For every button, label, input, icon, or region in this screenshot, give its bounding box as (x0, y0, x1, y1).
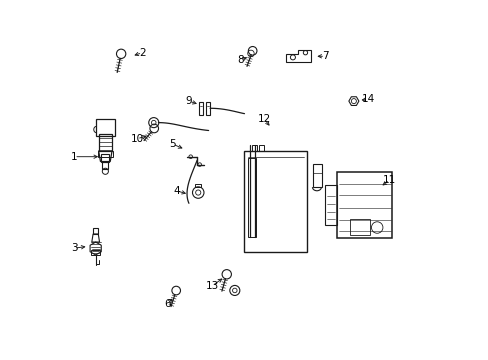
Text: 11: 11 (382, 175, 396, 185)
Text: 2: 2 (139, 48, 145, 58)
Bar (325, 185, 336, 225)
Bar (195, 184, 201, 187)
Text: 13: 13 (205, 281, 219, 291)
Text: 8: 8 (237, 55, 244, 65)
Text: 14: 14 (361, 94, 374, 104)
Bar (99, 134, 112, 151)
Bar (205, 102, 210, 115)
Text: 5: 5 (169, 139, 176, 149)
Bar (96, 119, 114, 136)
Bar (91, 250, 100, 255)
Bar (258, 145, 264, 151)
Bar (198, 102, 203, 115)
Bar (244, 151, 306, 252)
Bar (101, 154, 109, 162)
Text: 1: 1 (71, 152, 77, 162)
Text: 4: 4 (173, 186, 179, 196)
Bar (312, 164, 321, 187)
Text: 9: 9 (185, 96, 192, 106)
Bar (98, 152, 113, 157)
Text: 6: 6 (164, 299, 170, 309)
Bar (251, 145, 257, 151)
Text: 12: 12 (257, 114, 270, 124)
Text: 3: 3 (71, 243, 77, 253)
Bar (247, 158, 255, 237)
Text: 7: 7 (321, 51, 328, 61)
Bar (93, 228, 98, 234)
Bar (336, 172, 392, 238)
Text: 10: 10 (130, 134, 143, 144)
Bar (349, 219, 369, 235)
